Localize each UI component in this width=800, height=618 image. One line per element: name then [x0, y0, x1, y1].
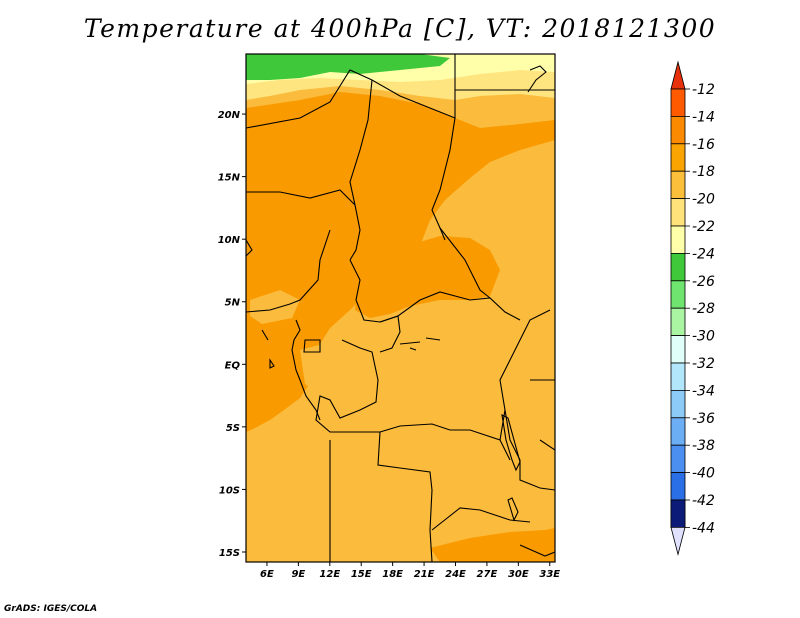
- field-band-patch: [300, 342, 370, 398]
- colorbar-swatch: [670, 389, 686, 419]
- colorbar-label: -14: [692, 109, 715, 125]
- colorbar-swatch: [670, 362, 686, 391]
- lon-tick-label: 33E: [539, 569, 560, 580]
- colorbar-swatch: [670, 252, 686, 282]
- coastline: [246, 239, 321, 421]
- colorbar-swatch: [670, 225, 686, 254]
- field-band-patch2: [250, 290, 300, 324]
- colorbar-swatch: [670, 198, 686, 227]
- colorbar-swatch: [670, 499, 686, 528]
- colorbar-label: -38: [692, 438, 715, 454]
- lon-axis: 6E 9E 12E 15E 18E 21E 24E 27E 30E 33E: [260, 562, 560, 580]
- lon-tick-label: 15E: [351, 569, 372, 580]
- lat-tick-label: 10S: [219, 485, 240, 496]
- field-band-minus24: [246, 54, 450, 80]
- colorbar-label: -20: [692, 192, 715, 208]
- field-band-minus16-east: [355, 236, 500, 318]
- lat-tick-label: 20N: [218, 110, 241, 121]
- colorbar-label: -28: [692, 301, 715, 317]
- lon-tick-label: 9E: [291, 569, 305, 580]
- colorbar-swatch: [670, 472, 686, 501]
- lon-tick-label: 18E: [382, 569, 403, 580]
- country-borders: [246, 54, 555, 562]
- border-line: [431, 507, 531, 531]
- border-line: [349, 259, 521, 323]
- lat-tick-label: 15N: [218, 173, 241, 184]
- border-line: [303, 339, 321, 353]
- colorbar-swatch: [670, 307, 686, 337]
- border-line: [330, 423, 511, 461]
- colorbar-swatch: [670, 88, 686, 117]
- border-line: [539, 439, 555, 451]
- colorbar-top-arrow: [670, 60, 686, 90]
- chart-title: Temperature at 400hPa [C], VT: 201812130…: [83, 14, 717, 43]
- border-line: [246, 229, 331, 313]
- lat-tick-label: EQ: [225, 360, 241, 371]
- map-frame: [245, 53, 556, 563]
- colorbar-swatch: [670, 417, 686, 446]
- colorbar-label: -26: [692, 274, 715, 290]
- colorbar-label: -24: [692, 246, 715, 262]
- colorbar-label: -42: [692, 493, 715, 509]
- colorbar-label: -22: [692, 219, 715, 235]
- lat-tick-label: 5S: [226, 423, 240, 434]
- lat-axis: 20N 15N 10N 5N EQ 5S 10S 15S: [218, 110, 246, 559]
- lake-outline: [501, 414, 521, 472]
- temperature-field: [246, 54, 555, 562]
- colorbar-swatch: [670, 143, 686, 172]
- colorbar-label: -32: [692, 356, 715, 372]
- island-outline: [269, 358, 275, 369]
- border-line: [246, 189, 356, 206]
- colorbar-label: -44: [692, 520, 715, 536]
- colorbar-swatch: [670, 280, 686, 309]
- colorbar-swatch: [670, 116, 686, 145]
- lon-tick-label: 21E: [414, 569, 435, 580]
- colorbar-swatch: [670, 444, 686, 474]
- colorbar-label: -30: [692, 329, 715, 345]
- border-line: [519, 544, 555, 557]
- colorbar-swatch: [670, 335, 686, 364]
- colorbar: -12 -14 -16 -18 -20 -22 -24 -26 -28 -30 -32 -34 -36 -…: [670, 60, 715, 556]
- border-line: [377, 431, 433, 562]
- lon-tick-label: 24E: [445, 569, 466, 580]
- lon-tick-label: 12E: [319, 569, 340, 580]
- colorbar-swatch: [670, 170, 686, 199]
- border-line: [315, 339, 379, 433]
- credit-text: GrADS: IGES/COLA: [4, 604, 98, 614]
- colorbar-label: -12: [692, 82, 715, 98]
- lat-tick-label: 5N: [225, 298, 241, 309]
- colorbar-label: -16: [692, 137, 715, 153]
- lon-tick-label: 30E: [508, 569, 529, 580]
- lon-tick-label: 6E: [260, 569, 274, 580]
- colorbar-label: -36: [692, 411, 715, 427]
- field-band-minus16-south: [430, 528, 555, 562]
- lon-tick-label: 27E: [477, 569, 498, 580]
- colorbar-bottom-arrow: [670, 527, 686, 556]
- colorbar-label: -18: [692, 164, 715, 180]
- lat-tick-label: 10N: [218, 235, 241, 246]
- border-line: [504, 409, 555, 491]
- coastline: [527, 65, 547, 93]
- lat-tick-label: 15S: [219, 548, 240, 559]
- border-line: [379, 315, 401, 353]
- colorbar-label: -34: [692, 383, 715, 399]
- lake-outline: [507, 497, 519, 522]
- colorbar-label: -40: [692, 466, 715, 482]
- border-line: [431, 117, 456, 241]
- border-line: [439, 227, 491, 299]
- border-line: [399, 337, 441, 351]
- border-line: [349, 79, 373, 261]
